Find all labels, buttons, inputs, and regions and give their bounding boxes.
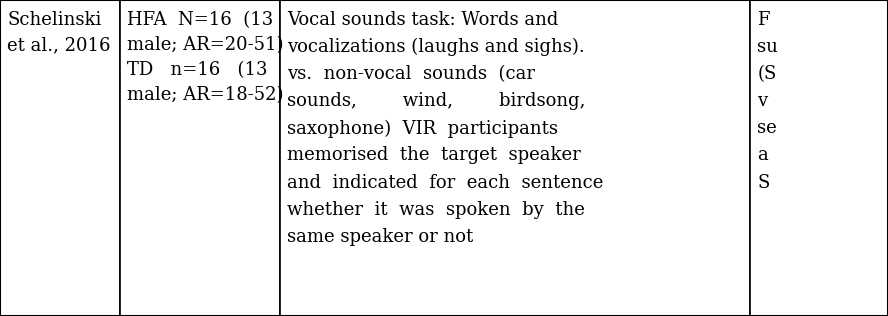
Text: and  indicated  for  each  sentence: and indicated for each sentence	[287, 173, 603, 191]
Text: sounds,        wind,        birdsong,: sounds, wind, birdsong,	[287, 92, 585, 110]
Text: vocalizations (laughs and sighs).: vocalizations (laughs and sighs).	[287, 38, 584, 56]
Text: su: su	[757, 38, 779, 56]
Text: Vocal sounds task: Words and: Vocal sounds task: Words and	[287, 11, 559, 29]
Text: (S: (S	[757, 65, 777, 83]
Text: Schelinski
et al., 2016: Schelinski et al., 2016	[7, 11, 111, 54]
Bar	[120, 0, 280, 316]
Text: whether  it  was  spoken  by  the: whether it was spoken by the	[287, 201, 584, 219]
Text: same speaker or not: same speaker or not	[287, 228, 473, 246]
Text: F: F	[757, 11, 770, 29]
Text: v: v	[757, 92, 767, 110]
Text: a: a	[757, 147, 768, 164]
Bar	[750, 0, 888, 316]
Text: saxophone)  VIR  participants: saxophone) VIR participants	[287, 119, 558, 138]
Bar	[0, 0, 120, 316]
Text: S: S	[757, 173, 770, 191]
Text: HFA  N=16  (13
male; AR=20-51)
TD   n=16   (13
male; AR=18-52): HFA N=16 (13 male; AR=20-51) TD n=16 (13…	[127, 11, 283, 104]
Bar	[280, 0, 750, 316]
Text: vs.  non-vocal  sounds  (car: vs. non-vocal sounds (car	[287, 65, 535, 83]
Text: memorised  the  target  speaker: memorised the target speaker	[287, 147, 581, 164]
Text: se: se	[757, 119, 777, 137]
